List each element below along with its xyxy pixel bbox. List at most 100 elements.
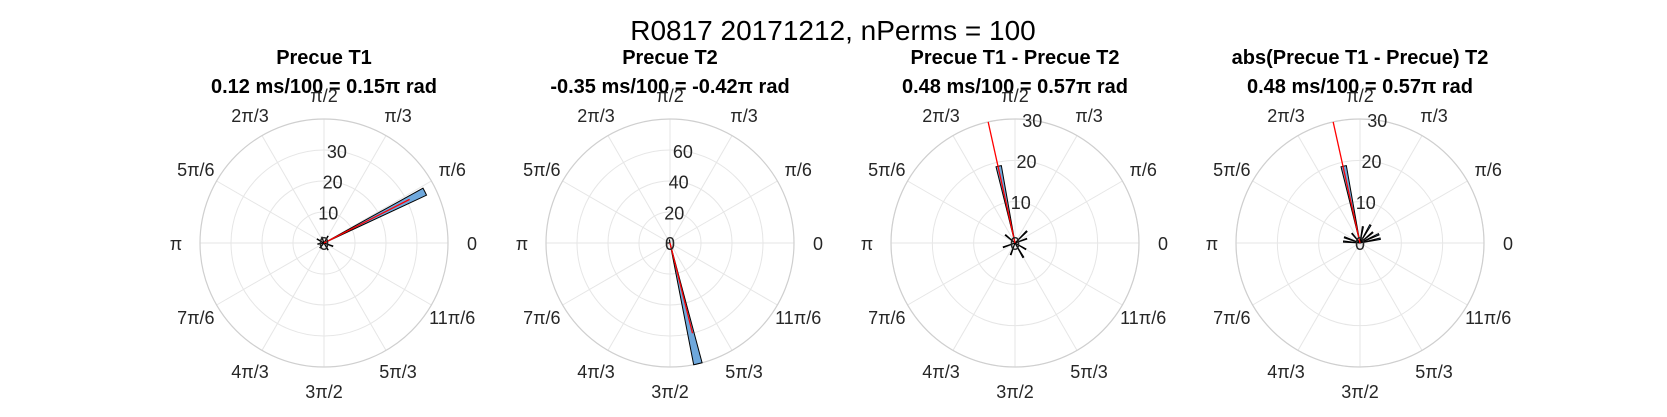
- angular-tick-label: 5π/3: [1070, 362, 1107, 382]
- angular-gridline: [1014, 180, 1123, 244]
- angular-tick-label: π/2: [1001, 86, 1028, 106]
- radial-tick-label: 20: [1361, 152, 1381, 172]
- histogram-bar: [1009, 242, 1016, 256]
- histogram-bar: [1343, 236, 1361, 244]
- radial-tick-label: 30: [327, 142, 347, 162]
- angular-tick-label: π/6: [784, 160, 811, 180]
- radial-gridline: [292, 211, 356, 275]
- angular-tick-label: 4π/3: [1267, 362, 1304, 382]
- angular-tick-label: π/2: [1346, 86, 1373, 106]
- histogram-bar: [1002, 242, 1016, 249]
- angular-tick-label: π: [516, 234, 528, 254]
- radial-tick-label: 20: [323, 173, 343, 193]
- angular-tick-label: 5π/6: [177, 160, 214, 180]
- mean-direction-line: [1332, 121, 1361, 244]
- angular-tick-label: 0: [1158, 234, 1168, 254]
- angular-tick-label: π/3: [1075, 106, 1102, 126]
- angular-tick-label: π/3: [730, 106, 757, 126]
- radial-zero-label: 0: [1355, 234, 1365, 254]
- angular-tick-label: π/3: [1420, 106, 1447, 126]
- histogram-bar: [1350, 232, 1361, 244]
- histogram-bar: [668, 239, 671, 244]
- panel-title: Precue T2: [622, 47, 718, 69]
- angular-tick-label: π/6: [1474, 160, 1501, 180]
- radial-zero-label: 0: [665, 234, 675, 254]
- panel-subtitle: 0.12 ms/100 = 0.15π rad: [211, 76, 437, 98]
- angular-tick-label: π: [861, 234, 873, 254]
- angular-gridline: [952, 135, 1016, 244]
- angular-tick-label: 3π/2: [996, 382, 1033, 402]
- polar-panel-2: Precue T2 -0.35 ms/100 = -0.42π rad 20 40 60…: [516, 47, 823, 402]
- mean-direction-line: [669, 242, 694, 334]
- histogram-bar: [1359, 232, 1380, 244]
- angular-gridline: [1014, 242, 1123, 306]
- polar-panel-1: Precue T1 0.12 ms/100 = 0.15π rad 10 20 30 0 0…: [170, 47, 477, 402]
- radial-gridline: [607, 180, 733, 306]
- radial-gridline: [1318, 201, 1402, 285]
- histogram-bar: [323, 235, 329, 244]
- radial-tick-label: 20: [1016, 152, 1036, 172]
- angular-tick-label: 0: [467, 234, 477, 254]
- panel-title: Precue T1 - Precue T2: [911, 47, 1120, 69]
- radial-tick-label: 20: [664, 203, 684, 223]
- angular-gridline: [952, 242, 1016, 351]
- radial-tick-label: 10: [318, 203, 338, 223]
- angular-tick-label: 5π/6: [1213, 160, 1250, 180]
- angular-gridline: [907, 242, 1016, 306]
- panel-subtitle: -0.35 ms/100 = -0.42π rad: [550, 76, 789, 98]
- angular-gridline: [1252, 180, 1361, 244]
- radial-tick-label: 40: [669, 173, 689, 193]
- angular-tick-label: π/2: [656, 86, 683, 106]
- radial-gridline: [1276, 159, 1444, 327]
- outer-ring: [545, 118, 795, 368]
- angular-tick-label: 3π/2: [305, 382, 342, 402]
- angular-gridline: [1297, 242, 1361, 351]
- histogram-bar: [1359, 231, 1374, 244]
- histogram-bar: [1014, 230, 1028, 244]
- angular-gridline: [1014, 242, 1078, 351]
- histogram-bar: [317, 242, 325, 245]
- angular-tick-label: π: [1206, 234, 1218, 254]
- radial-gridline: [973, 201, 1057, 285]
- angular-gridline: [1359, 242, 1423, 351]
- angular-tick-label: 5π/3: [1415, 362, 1452, 382]
- radial-gridline: [230, 149, 418, 337]
- angular-tick-label: 2π/3: [922, 106, 959, 126]
- outer-ring: [1235, 118, 1485, 368]
- angular-gridline: [907, 180, 1016, 244]
- angular-tick-label: 3π/2: [1341, 382, 1378, 402]
- histogram-bar: [323, 242, 334, 248]
- angular-tick-label: π/6: [1129, 160, 1156, 180]
- angular-tick-label: 5π/3: [725, 362, 762, 382]
- angular-gridline: [1359, 180, 1468, 244]
- angular-tick-label: 7π/6: [523, 308, 560, 328]
- histogram-bar: [316, 238, 325, 244]
- polar-panels: Precue T1 0.12 ms/100 = 0.15π rad 10 20 30 0 0…: [170, 47, 1513, 402]
- histogram-bar: [319, 242, 325, 249]
- radial-gridline: [931, 159, 1099, 327]
- angular-gridline: [1297, 135, 1361, 244]
- mean-direction-line: [323, 198, 410, 244]
- angular-tick-label: 5π/3: [379, 362, 416, 382]
- outer-ring: [199, 118, 449, 368]
- angular-tick-label: 4π/3: [231, 362, 268, 382]
- angular-tick-label: π/2: [310, 86, 337, 106]
- radial-tick-label: 10: [1011, 193, 1031, 213]
- mean-direction-line: [987, 121, 1016, 244]
- radial-tick-label: 30: [1367, 111, 1387, 131]
- angular-tick-label: 4π/3: [577, 362, 614, 382]
- radial-gridline: [261, 180, 387, 306]
- angular-tick-label: π: [170, 234, 182, 254]
- histogram-bar: [1359, 237, 1381, 244]
- angular-tick-label: 7π/6: [1213, 308, 1250, 328]
- angular-tick-label: 2π/3: [577, 106, 614, 126]
- panel-subtitle: 0.48 ms/100 = 0.57π rad: [1247, 76, 1473, 98]
- outer-ring: [890, 118, 1140, 368]
- histogram-bar: [1014, 242, 1027, 251]
- angular-gridline: [1252, 242, 1361, 306]
- radial-zero-label: 0: [319, 234, 329, 254]
- angular-tick-label: 3π/2: [651, 382, 688, 402]
- angular-tick-label: 11π/6: [1120, 308, 1166, 328]
- polar-panel-4: abs(Precue T1 - Precue) T2 0.48 ms/100 = …: [1206, 47, 1513, 402]
- angular-tick-label: 0: [1503, 234, 1513, 254]
